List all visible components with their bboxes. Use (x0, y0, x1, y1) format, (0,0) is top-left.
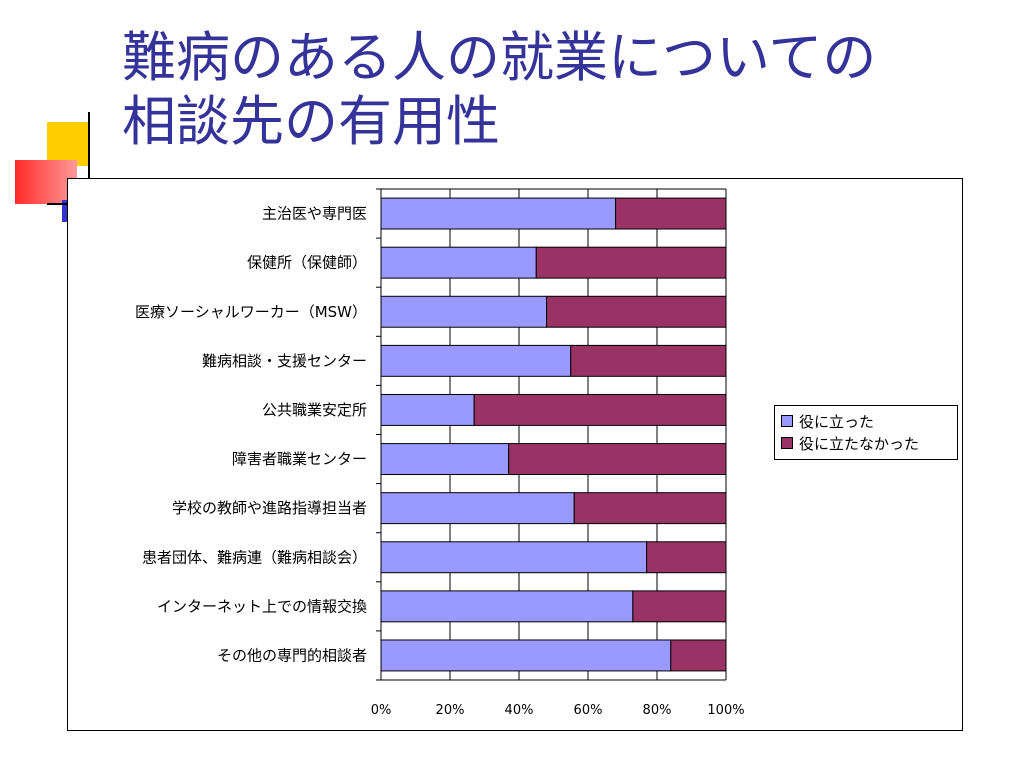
bar-useful (380, 541, 648, 574)
x-tick-label: 80% (643, 703, 672, 718)
bar-useful (380, 246, 537, 279)
legend-label-not-useful: 役に立たなかった (799, 434, 920, 453)
decor-yellow-square (47, 122, 89, 166)
slide-title-line-1: 難病のある人の就業についての (122, 26, 877, 89)
x-tick-label: 20% (436, 703, 465, 718)
x-tick-label: 40% (505, 703, 534, 718)
chart-legend: 役に立った 役に立たなかった (774, 405, 958, 460)
bar-useful (380, 344, 572, 377)
category-label: 難病相談・支援センター (202, 352, 367, 370)
bar-not-useful (573, 492, 727, 525)
category-label: 公共職業安定所 (262, 401, 367, 419)
category-label: 保健所（保健師） (247, 254, 367, 272)
legend-swatch-useful (781, 415, 793, 427)
bar-not-useful (615, 197, 727, 230)
bar-useful (380, 295, 548, 328)
bar-useful (380, 639, 672, 672)
x-tick-label: 60% (574, 703, 603, 718)
category-label: 障害者職業センター (232, 450, 367, 468)
category-label: その他の専門的相談者 (217, 646, 367, 664)
x-tick-label: 100% (707, 703, 744, 718)
bar-not-useful (546, 295, 727, 328)
x-tick-label: 0% (371, 703, 392, 718)
bar-useful (380, 393, 475, 426)
category-label: 患者団体、難病連（難病相談会） (142, 548, 367, 566)
category-label: インターネット上での情報交換 (157, 597, 367, 615)
bar-not-useful (508, 443, 727, 476)
bar-useful (380, 590, 634, 623)
decor-horizontal-line (47, 203, 69, 205)
bar-not-useful (646, 541, 727, 574)
decor-red-gradient-square (15, 160, 77, 204)
legend-item-useful: 役に立った (781, 410, 951, 432)
slide-title-line-2: 相談先の有用性 (122, 90, 500, 153)
bar-not-useful (632, 590, 727, 623)
legend-item-not-useful: 役に立たなかった (781, 432, 951, 454)
bar-not-useful (570, 344, 727, 377)
bar-useful (380, 443, 510, 476)
category-label: 主治医や専門医 (262, 205, 367, 223)
decor-vertical-line (88, 112, 90, 212)
bar-not-useful (670, 639, 727, 672)
category-label: 医療ソーシャルワーカー（MSW） (135, 303, 367, 321)
bar-not-useful (535, 246, 727, 279)
legend-label-useful: 役に立った (799, 412, 875, 431)
bar-useful (380, 197, 617, 230)
bar-not-useful (473, 393, 727, 426)
legend-swatch-not-useful (781, 437, 793, 449)
slide-title: 難病のある人の就業についての 相談先の有用性 (122, 26, 1002, 154)
category-label: 学校の教師や進路指導担当者 (172, 499, 367, 517)
bar-useful (380, 492, 575, 525)
